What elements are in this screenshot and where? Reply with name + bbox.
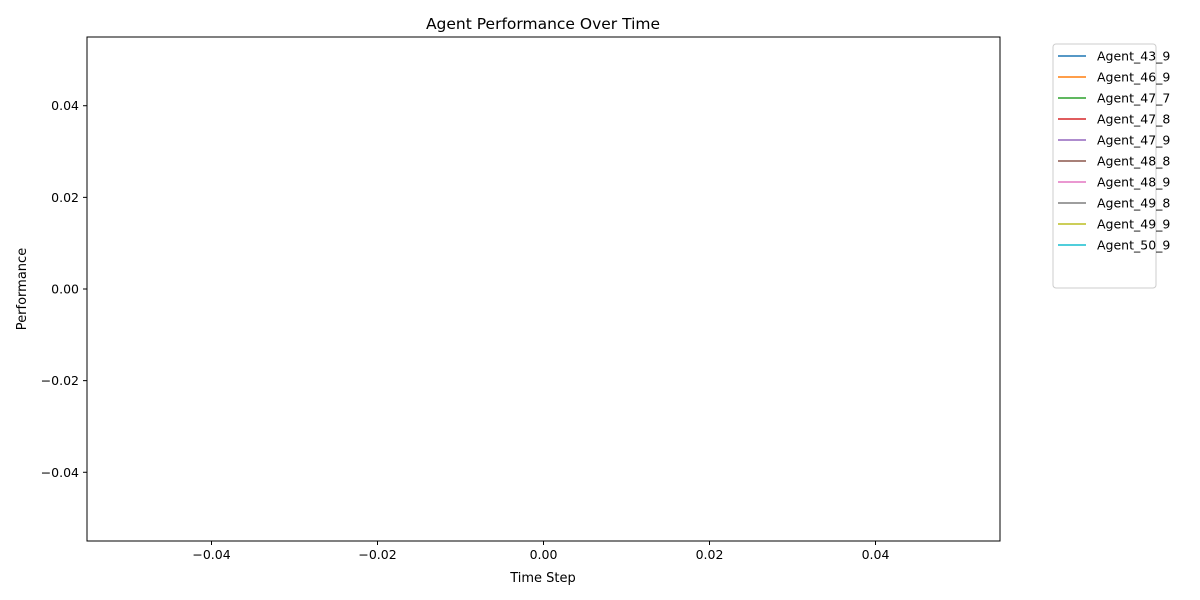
y-tick-label: 0.02 (51, 190, 79, 205)
plot-area (86, 36, 1001, 542)
legend-label-agent-48-9: Agent_48_9 (1097, 175, 1170, 190)
legend-label-agent-50-9: Agent_50_9 (1097, 238, 1170, 253)
legend-label-agent-47-8: Agent_47_8 (1097, 112, 1170, 127)
legend-label-agent-48-8: Agent_48_8 (1097, 154, 1170, 169)
legend-label-agent-47-7: Agent_47_7 (1097, 91, 1170, 106)
plot-frame (86, 36, 1001, 542)
y-axis-label: Performance (15, 248, 30, 330)
y-tick-label: −0.02 (41, 373, 79, 388)
legend-label-agent-43-9: Agent_43_9 (1097, 49, 1170, 64)
legend-label-agent-49-8: Agent_49_8 (1097, 196, 1170, 211)
x-tick-label: −0.02 (358, 547, 396, 562)
legend-frame (1052, 43, 1157, 289)
x-tick-label: 0.04 (862, 547, 890, 562)
x-tick-label: 0.00 (530, 547, 558, 562)
y-tick-label: −0.04 (41, 465, 79, 480)
legend-items: Agent_43_9 Agent_46_9 Agent_47_7 Agent_47_8… (1058, 49, 1170, 253)
chart-title: Agent Performance Over Time (426, 15, 660, 33)
x-tick-label: −0.04 (192, 547, 230, 562)
legend-label-agent-47-9: Agent_47_9 (1097, 133, 1170, 148)
y-axis-ticks: −0.04 −0.02 0.00 0.02 0.04 (41, 98, 87, 480)
x-tick-label: 0.02 (696, 547, 724, 562)
x-axis-ticks: −0.04 −0.02 0.00 0.02 0.04 (192, 541, 889, 562)
x-axis-label: Time Step (509, 571, 576, 586)
legend-label-agent-49-9: Agent_49_9 (1097, 217, 1170, 232)
y-tick-label: 0.00 (51, 282, 79, 297)
legend-label-agent-46-9: Agent_46_9 (1097, 70, 1170, 85)
y-tick-label: 0.04 (51, 98, 79, 113)
legend: Agent_43_9 Agent_46_9 Agent_47_7 Agent_47_8… (1052, 43, 1170, 289)
